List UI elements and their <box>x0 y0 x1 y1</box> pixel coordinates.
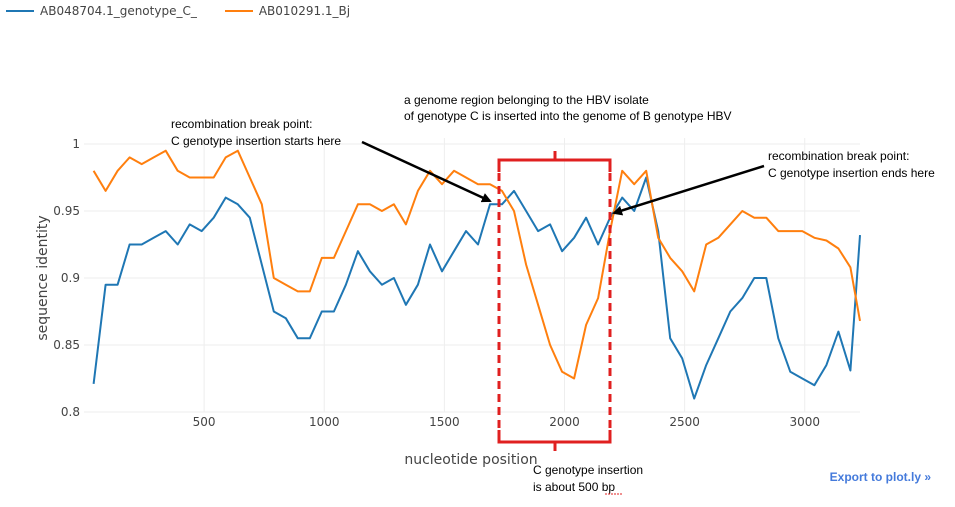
arrow-end-breakpoint <box>612 164 765 216</box>
x-tick-label: 2500 <box>669 415 700 429</box>
annotation-start-line2: C genotype insertion starts here <box>171 134 341 148</box>
x-tick-label: 3000 <box>789 415 820 429</box>
legend-label-genotype-c: AB048704.1_genotype_C_ <box>40 4 197 18</box>
x-tick-label: 500 <box>193 415 216 429</box>
legend-item-genotype-c[interactable]: AB048704.1_genotype_C_ <box>6 4 197 18</box>
annotation-start-line1: recombination break point: <box>171 117 312 131</box>
y-tick-label: 0.8 <box>61 405 80 419</box>
x-axis-title: nucleotide position <box>404 452 537 468</box>
series-line-genotype-c[interactable] <box>92 176 861 400</box>
x-tick-label: 1000 <box>309 415 340 429</box>
annotation-end-line2: C genotype insertion ends here <box>768 166 935 180</box>
y-tick-label: 1 <box>72 137 80 151</box>
annotation-end-line1: recombination break point: <box>768 149 909 163</box>
annotation-size-line2: is about 500 bp <box>533 480 615 494</box>
legend-label-bj: AB010291.1_Bj <box>258 4 351 18</box>
y-tick-label: 0.95 <box>53 204 80 218</box>
x-tick-label: 2000 <box>549 415 580 429</box>
annotation-region-line2: of genotype C is inserted into the genom… <box>404 109 732 123</box>
arrow-start-breakpoint <box>361 140 492 203</box>
legend-swatch-bj <box>224 10 253 12</box>
y-tick-label: 0.85 <box>53 338 80 352</box>
annotation-region-line1: a genome region belonging to the HBV iso… <box>404 93 649 107</box>
y-axis-title: sequence identity <box>35 215 51 340</box>
y-tick-label: 0.9 <box>61 271 80 285</box>
annotation-size-line1: C genotype insertion <box>533 463 643 477</box>
legend: AB048704.1_genotype_C_ AB010291.1_Bj <box>6 4 350 18</box>
legend-item-bj[interactable]: AB010291.1_Bj <box>224 4 351 18</box>
insertion-region-box <box>497 151 612 451</box>
series-line-bj[interactable] <box>92 149 861 380</box>
legend-swatch-genotype-c <box>6 10 34 12</box>
export-to-plotly-link[interactable]: Export to plot.ly » <box>829 470 931 484</box>
x-tick-label: 1500 <box>429 415 460 429</box>
